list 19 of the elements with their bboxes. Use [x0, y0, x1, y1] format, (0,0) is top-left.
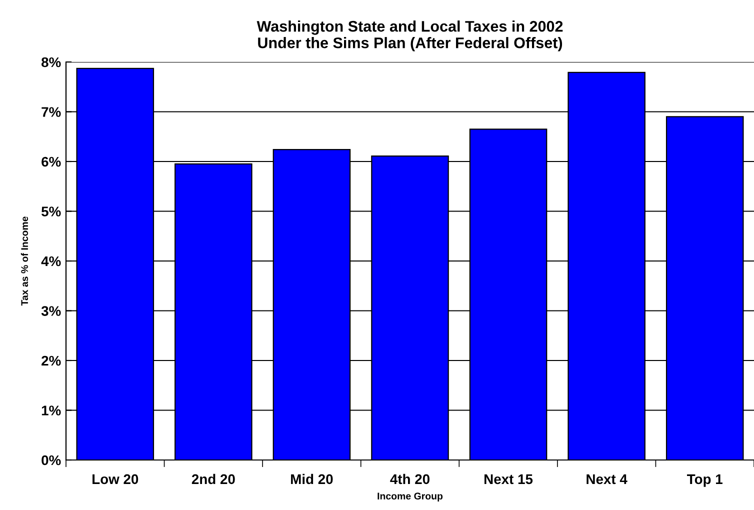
- x-tick-label: Next 4: [586, 474, 628, 484]
- x-tick-label: Top 1: [687, 474, 722, 487]
- y-tick-label: 5%: [41, 206, 61, 216]
- x-tick-label: 4th 20: [390, 474, 430, 484]
- y-tick-label: 4%: [41, 256, 61, 266]
- y-tick-label: 0%: [42, 455, 61, 466]
- chart-title: Washington State and Local Taxes in 2002 Under the Sims Plan (After Federal Offset): [256, 20, 563, 52]
- y-tick-label: 2%: [42, 356, 61, 366]
- x-tick-label: Next 15: [484, 474, 533, 484]
- x-tick-label: Mid 20: [291, 474, 333, 484]
- x-tick-label: 2nd 20: [192, 474, 235, 484]
- y-tick-label: 3%: [41, 306, 61, 316]
- y-tick-label: 8%: [42, 57, 61, 68]
- y-tick-label: 7%: [42, 107, 61, 117]
- y-tick-label: 6%: [42, 156, 61, 167]
- x-tick-label: Low 20: [92, 474, 138, 484]
- x-axis-title: Income Group: [378, 492, 443, 502]
- y-tick-label: 1%: [42, 406, 61, 416]
- y-axis-title: Tax as % of Income: [20, 216, 28, 306]
